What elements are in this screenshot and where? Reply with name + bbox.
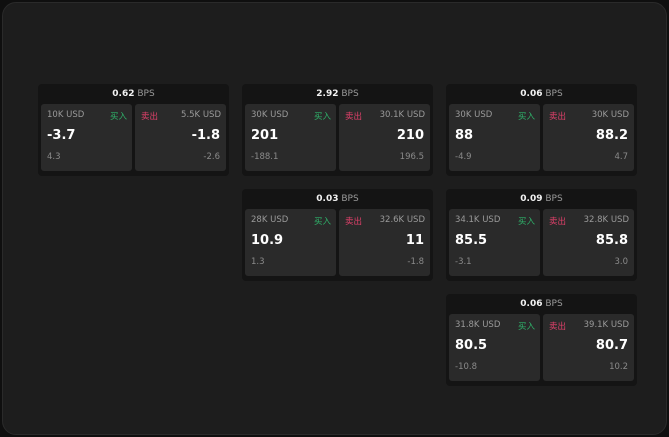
buy-price: 80.5 — [455, 338, 488, 353]
sell-button[interactable]: 卖出 39.1K USD 80.7 10.2 — [543, 314, 634, 381]
sell-button[interactable]: 卖出 5.5K USD -1.8 -2.6 — [135, 104, 226, 171]
buy-button[interactable]: 30K USD 买入 88 -4.9 — [449, 104, 540, 171]
buy-label: 买入 — [517, 322, 535, 332]
sell-delta: 10.2 — [609, 362, 628, 372]
sell-label: 卖出 — [549, 322, 567, 332]
buy-label: 买入 — [517, 112, 535, 122]
sell-label: 卖出 — [549, 112, 567, 122]
spread-header: 0.03 BPS — [242, 189, 433, 209]
buy-size: 30K USD — [455, 110, 493, 120]
sell-label: 卖出 — [141, 112, 159, 122]
spread-unit: BPS — [341, 194, 359, 204]
quote-card: 0.62 BPS 10K USD 买入 -3.7 4.3 卖出 5.5K USD -… — [38, 84, 229, 176]
spread-value: 2.92 — [316, 89, 339, 99]
buy-delta: -188.1 — [251, 152, 279, 162]
buy-price: 201 — [251, 128, 279, 143]
spread-value: 0.09 — [520, 194, 543, 204]
spread-value: 0.06 — [520, 89, 543, 99]
spread-unit: BPS — [137, 89, 155, 99]
sell-size: 39.1K USD — [583, 320, 629, 330]
spread-header: 0.06 BPS — [446, 84, 637, 104]
buy-size: 30K USD — [251, 110, 289, 120]
buy-price: 88 — [455, 128, 474, 143]
spread-unit: BPS — [545, 194, 563, 204]
buy-price: 85.5 — [455, 233, 488, 248]
sell-size: 32.6K USD — [379, 215, 425, 225]
buy-button[interactable]: 34.1K USD 买入 85.5 -3.1 — [449, 209, 540, 276]
sell-price: 85.8 — [595, 233, 628, 248]
sell-price: -1.8 — [191, 128, 220, 143]
sell-price: 11 — [405, 233, 424, 248]
buy-price: 10.9 — [251, 233, 284, 248]
sell-label: 卖出 — [345, 112, 363, 122]
sell-delta: 3.0 — [614, 257, 628, 267]
buy-label: 买入 — [313, 217, 331, 227]
sell-button[interactable]: 卖出 32.8K USD 85.8 3.0 — [543, 209, 634, 276]
quote-card: 0.03 BPS 28K USD 买入 10.9 1.3 卖出 32.6K USD … — [242, 189, 433, 281]
buy-size: 28K USD — [251, 215, 289, 225]
sell-delta: 4.7 — [614, 152, 628, 162]
spread-unit: BPS — [545, 299, 563, 309]
sell-size: 5.5K USD — [181, 110, 221, 120]
buy-delta: -4.9 — [455, 152, 472, 162]
buy-button[interactable]: 10K USD 买入 -3.7 4.3 — [41, 104, 132, 171]
quote-card: 2.92 BPS 30K USD 买入 201 -188.1 卖出 30.1K US… — [242, 84, 433, 176]
buy-size: 10K USD — [47, 110, 85, 120]
spread-header: 0.06 BPS — [446, 294, 637, 314]
sell-delta: -1.8 — [407, 257, 424, 267]
buy-size: 31.8K USD — [455, 320, 501, 330]
spread-value: 0.62 — [112, 89, 135, 99]
spread-header: 0.09 BPS — [446, 189, 637, 209]
quote-card: 0.09 BPS 34.1K USD 买入 85.5 -3.1 卖出 32.8K U… — [446, 189, 637, 281]
sell-button[interactable]: 卖出 32.6K USD 11 -1.8 — [339, 209, 430, 276]
sell-button[interactable]: 卖出 30.1K USD 210 196.5 — [339, 104, 430, 171]
sell-price: 210 — [396, 128, 424, 143]
buy-delta: -3.1 — [455, 257, 472, 267]
buy-label: 买入 — [313, 112, 331, 122]
spread-unit: BPS — [545, 89, 563, 99]
buy-button[interactable]: 30K USD 买入 201 -188.1 — [245, 104, 336, 171]
sell-label: 卖出 — [345, 217, 363, 227]
sell-delta: 196.5 — [399, 152, 424, 162]
sell-price: 88.2 — [595, 128, 628, 143]
quote-card: 0.06 BPS 30K USD 买入 88 -4.9 卖出 30K USD 88.… — [446, 84, 637, 176]
buy-label: 买入 — [517, 217, 535, 227]
buy-label: 买入 — [109, 112, 127, 122]
spread-unit: BPS — [341, 89, 359, 99]
sell-price: 80.7 — [595, 338, 628, 353]
sell-size: 30K USD — [591, 110, 629, 120]
buy-price: -3.7 — [47, 128, 76, 143]
sell-button[interactable]: 卖出 30K USD 88.2 4.7 — [543, 104, 634, 171]
buy-button[interactable]: 28K USD 买入 10.9 1.3 — [245, 209, 336, 276]
sell-label: 卖出 — [549, 217, 567, 227]
buy-size: 34.1K USD — [455, 215, 501, 225]
spread-value: 0.03 — [316, 194, 339, 204]
sell-size: 32.8K USD — [583, 215, 629, 225]
sell-size: 30.1K USD — [379, 110, 425, 120]
buy-delta: -10.8 — [455, 362, 477, 372]
spread-header: 0.62 BPS — [38, 84, 229, 104]
spread-header: 2.92 BPS — [242, 84, 433, 104]
spread-value: 0.06 — [520, 299, 543, 309]
buy-delta: 4.3 — [47, 152, 61, 162]
buy-button[interactable]: 31.8K USD 买入 80.5 -10.8 — [449, 314, 540, 381]
buy-delta: 1.3 — [251, 257, 265, 267]
sell-delta: -2.6 — [203, 152, 220, 162]
quote-card: 0.06 BPS 31.8K USD 买入 80.5 -10.8 卖出 39.1K … — [446, 294, 637, 386]
